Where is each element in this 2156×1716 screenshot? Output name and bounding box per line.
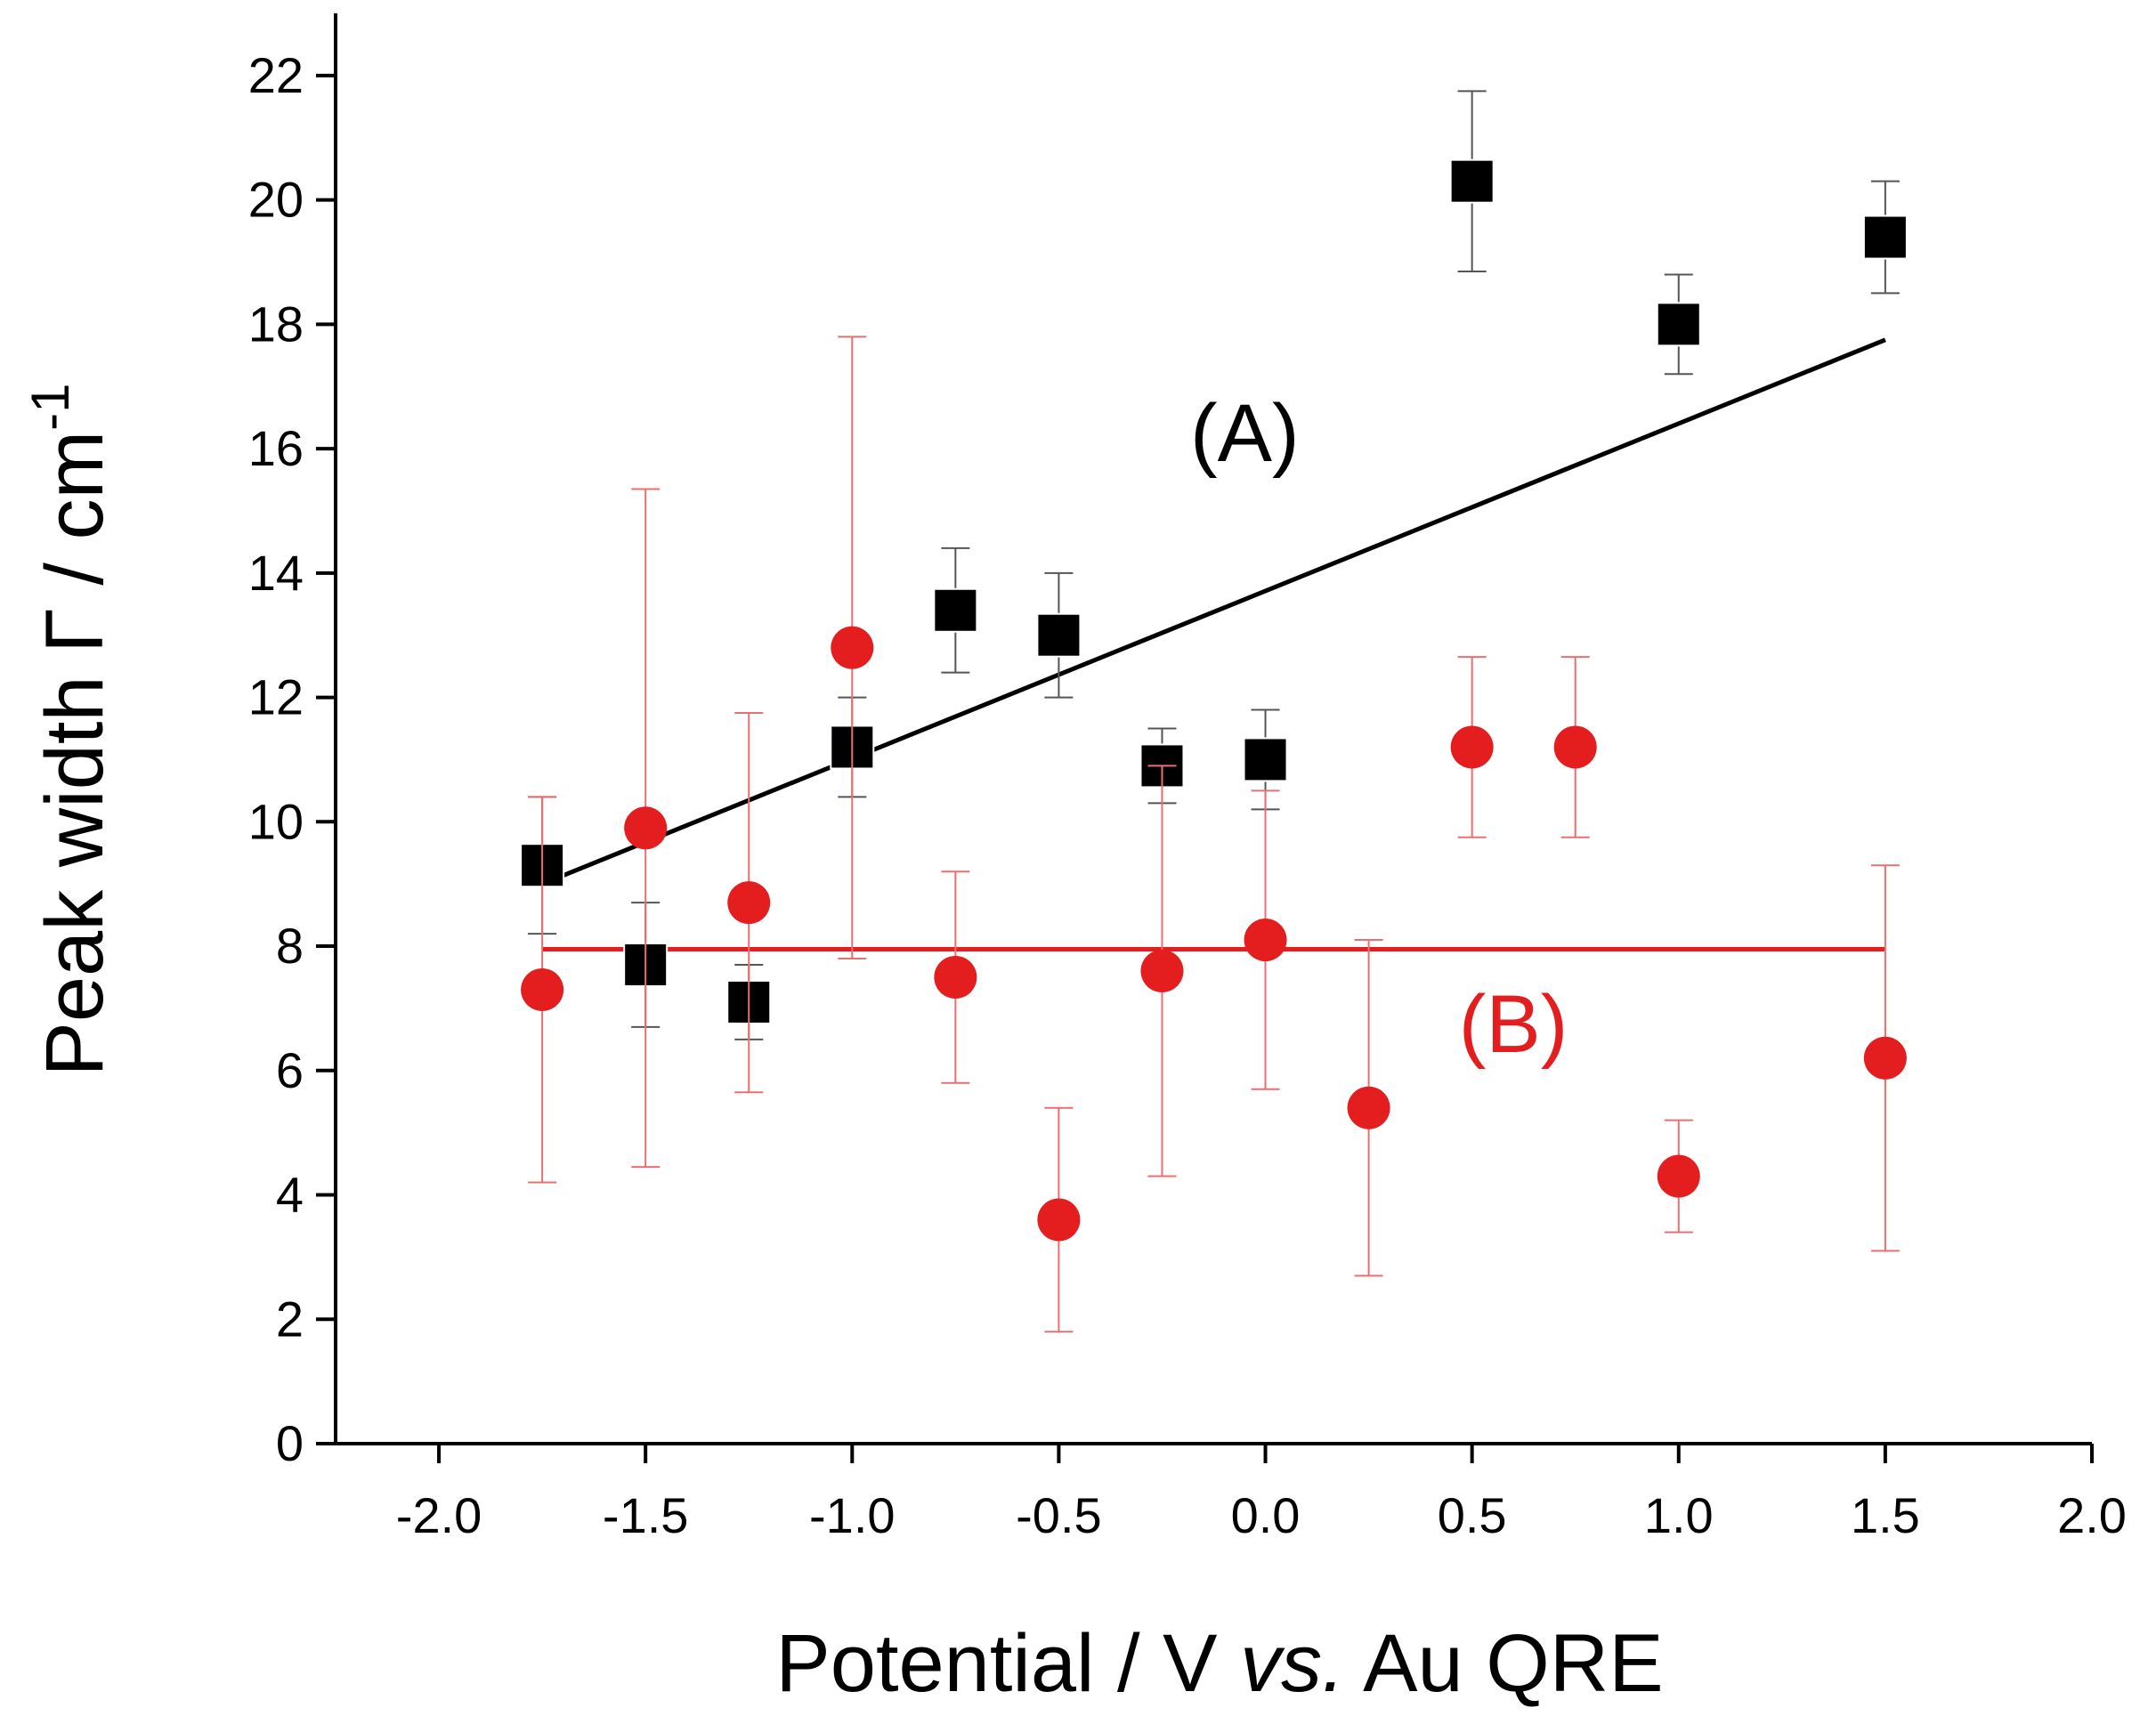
y-label-part: -1 (20, 384, 80, 431)
marker (1449, 158, 1495, 204)
marker (1656, 302, 1701, 347)
x-axis-label: Potential / V vs. Au QRE (775, 1618, 1663, 1709)
marker (1657, 1154, 1700, 1198)
y-tick-label: 16 (248, 420, 304, 476)
marker (1244, 919, 1287, 962)
x-label-part: Au QRE (1345, 1618, 1664, 1709)
x-tick-label: -1.5 (603, 1487, 689, 1543)
marker (1037, 1198, 1081, 1242)
y-tick-label: 20 (248, 172, 304, 228)
x-label-part: vs. (1240, 1618, 1345, 1709)
y-tick-label: 10 (248, 793, 304, 849)
x-tick-label: -2.0 (396, 1487, 482, 1543)
x-tick-label: -1.0 (809, 1487, 896, 1543)
x-tick-label: 0.0 (1231, 1487, 1301, 1543)
marker (831, 626, 874, 669)
marker (1243, 737, 1288, 782)
marker (1862, 214, 1908, 260)
marker (934, 955, 977, 999)
x-tick-label: 2.0 (2057, 1487, 2127, 1543)
marker (1140, 949, 1184, 992)
y-tick-label: 4 (276, 1167, 304, 1223)
marker (1036, 612, 1082, 658)
marker (1450, 725, 1494, 769)
y-tick-label: 0 (276, 1415, 304, 1471)
x-tick-label: -0.5 (1016, 1487, 1102, 1543)
y-tick-label: 22 (248, 47, 304, 103)
marker (1553, 725, 1597, 769)
y-tick-label: 6 (276, 1042, 304, 1098)
y-tick-label: 14 (248, 545, 304, 601)
marker (624, 806, 668, 850)
y-tick-label: 12 (248, 669, 304, 725)
y-tick-label: 18 (248, 295, 304, 352)
marker (1863, 1036, 1907, 1080)
x-tick-label: 1.5 (1851, 1487, 1920, 1543)
y-label-part: Peak width Γ / cm (29, 431, 120, 1077)
y-tick-label: 2 (276, 1291, 304, 1347)
marker (1347, 1086, 1390, 1129)
fit-label: (A) (1190, 388, 1300, 479)
marker (521, 967, 564, 1011)
fit-line (541, 337, 1886, 886)
marker (727, 881, 771, 925)
x-label-part: Potential / V (775, 1618, 1240, 1709)
x-tick-label: 1.0 (1644, 1487, 1714, 1543)
x-tick-label: 0.5 (1438, 1487, 1507, 1543)
fit-label: (B) (1459, 979, 1568, 1070)
y-axis-label: Peak width Γ / cm-1 (20, 384, 120, 1077)
y-tick-label: 8 (276, 918, 304, 974)
marker (933, 587, 978, 633)
